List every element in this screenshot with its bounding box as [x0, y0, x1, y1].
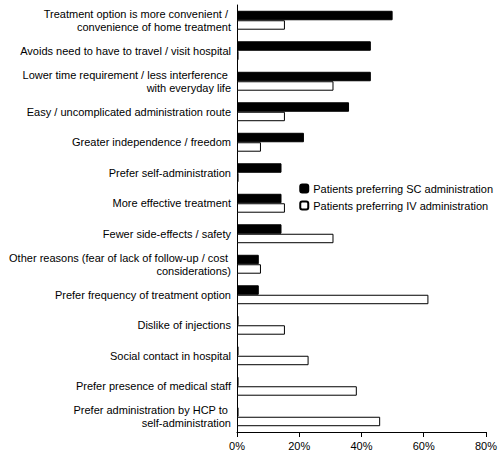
svg-text:self-administration: self-administration [142, 417, 231, 429]
svg-text:Avoids need to have to travel: Avoids need to have to travel / visit ho… [20, 45, 231, 57]
svg-text:60%: 60% [413, 440, 435, 452]
svg-text:with everyday life: with everyday life [146, 82, 231, 94]
svg-text:Prefer presence of medical sta: Prefer presence of medical staff [76, 380, 232, 392]
svg-text:Prefer frequency of treatment: Prefer frequency of treatment option [55, 289, 231, 301]
svg-text:Prefer administration by HCP t: Prefer administration by HCP to [73, 404, 231, 416]
svg-text:Fewer side-effects / safety: Fewer side-effects / safety [103, 228, 232, 240]
svg-text:Prefer self-administration: Prefer self-administration [109, 167, 231, 179]
svg-text:considerations): considerations) [156, 265, 231, 277]
svg-text:Patients preferring IV adminis: Patients preferring IV administration [313, 200, 488, 212]
svg-text:Lower time requirement / less: Lower time requirement / less interferen… [23, 69, 231, 81]
svg-text:Treatment option is more conve: Treatment option is more convenient / [44, 8, 231, 20]
svg-text:Easy / uncomplicated administr: Easy / uncomplicated administration rout… [27, 106, 231, 118]
svg-text:More effective treatment: More effective treatment [113, 197, 231, 209]
svg-text:Other reasons (fear of lack of: Other reasons (fear of lack of follow-up… [9, 252, 231, 264]
svg-text:20%: 20% [288, 440, 310, 452]
svg-text:Patients preferring SC adminis: Patients preferring SC administration [313, 183, 493, 195]
svg-text:80%: 80% [475, 440, 497, 452]
svg-text:0%: 0% [229, 440, 245, 452]
svg-text:Greater independence / freedom: Greater independence / freedom [72, 136, 231, 148]
svg-text:40%: 40% [350, 440, 372, 452]
svg-text:Dislike of injections: Dislike of injections [137, 319, 231, 331]
svg-text:Social contact in hospital: Social contact in hospital [110, 350, 231, 362]
svg-text:convenience of home treatment: convenience of home treatment [77, 21, 231, 33]
